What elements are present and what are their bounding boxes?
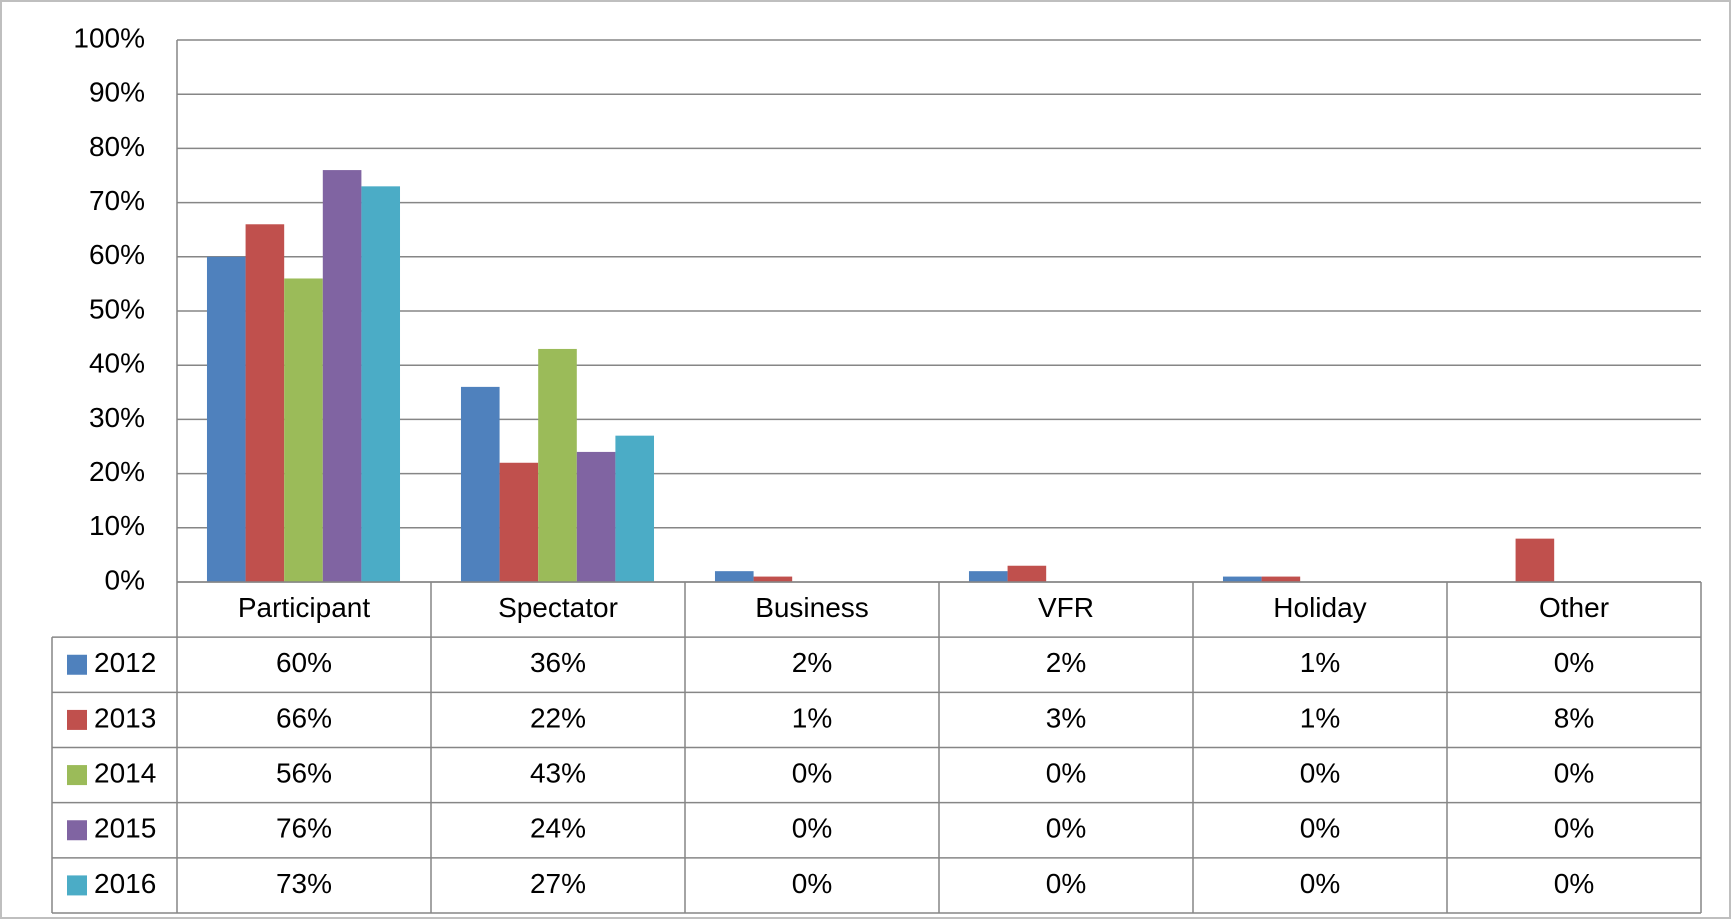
- bar: [576, 451, 616, 582]
- table-cell: 73%: [276, 868, 332, 899]
- legend-label: 2016: [94, 868, 156, 899]
- table-cell: 43%: [530, 757, 586, 788]
- legend-swatch: [67, 765, 87, 786]
- category-label: Business: [755, 592, 869, 623]
- table-cell: 27%: [530, 868, 586, 899]
- table-cell: 0%: [1300, 868, 1340, 899]
- bar: [615, 435, 655, 582]
- table-cell: 1%: [1300, 702, 1340, 733]
- table-cell: 8%: [1554, 702, 1594, 733]
- y-tick-label: 100%: [73, 22, 145, 53]
- bar: [245, 224, 285, 582]
- table-cell: 3%: [1046, 702, 1086, 733]
- bar: [538, 348, 577, 582]
- table-cell: 22%: [530, 702, 586, 733]
- table-cell: 66%: [276, 702, 332, 733]
- y-tick-label: 80%: [89, 131, 145, 162]
- table-cell: 0%: [1554, 813, 1594, 844]
- category-label: Participant: [238, 592, 371, 623]
- table-cell: 1%: [1300, 647, 1340, 678]
- y-tick-label: 10%: [89, 510, 145, 541]
- table-cell: 0%: [1554, 757, 1594, 788]
- bar: [284, 278, 323, 582]
- table-cell: 0%: [792, 757, 832, 788]
- table-cell: 0%: [792, 813, 832, 844]
- legend-label: 2013: [94, 702, 156, 733]
- y-tick-label: 30%: [89, 402, 145, 433]
- bar: [361, 186, 401, 582]
- y-tick-label: 20%: [89, 456, 145, 487]
- table-cell: 0%: [1300, 813, 1340, 844]
- table-cell: 24%: [530, 813, 586, 844]
- y-tick-label: 50%: [89, 293, 145, 324]
- table-cell: 0%: [1554, 868, 1594, 899]
- bar: [1007, 565, 1047, 582]
- y-tick-label: 70%: [89, 185, 145, 216]
- legend-label: 2014: [94, 757, 156, 788]
- table-cell: 60%: [276, 647, 332, 678]
- bar: [1222, 576, 1262, 582]
- y-tick-label: 0%: [105, 564, 145, 595]
- bar: [499, 462, 539, 582]
- table-cell: 0%: [1046, 757, 1086, 788]
- category-label: Spectator: [498, 592, 618, 623]
- bar: [1261, 576, 1301, 582]
- bar: [206, 256, 246, 582]
- y-tick-label: 90%: [89, 77, 145, 108]
- legend-label: 2015: [94, 813, 156, 844]
- legend-swatch: [67, 820, 87, 841]
- bar: [322, 170, 362, 582]
- table-cell: 56%: [276, 757, 332, 788]
- bar: [714, 571, 754, 582]
- table-cell: 36%: [530, 647, 586, 678]
- table-cell: 0%: [1554, 647, 1594, 678]
- category-label: Holiday: [1273, 592, 1366, 623]
- y-tick-label: 40%: [89, 348, 145, 379]
- bar: [968, 571, 1008, 582]
- bar: [1515, 538, 1555, 582]
- category-label: VFR: [1038, 592, 1094, 623]
- legend-label: 2012: [94, 647, 156, 678]
- table-cell: 0%: [1046, 868, 1086, 899]
- y-tick-label: 60%: [89, 239, 145, 270]
- table-cell: 2%: [792, 647, 832, 678]
- table-cell: 0%: [1300, 757, 1340, 788]
- category-label: Other: [1539, 592, 1609, 623]
- table-cell: 1%: [792, 702, 832, 733]
- legend-swatch: [67, 709, 87, 730]
- table-cell: 76%: [276, 813, 332, 844]
- table-cell: 0%: [792, 868, 832, 899]
- table-cell: 2%: [1046, 647, 1086, 678]
- legend-swatch: [67, 875, 87, 896]
- table-cell: 0%: [1046, 813, 1086, 844]
- bar: [753, 576, 793, 582]
- legend-swatch: [67, 654, 87, 675]
- bar: [460, 386, 500, 582]
